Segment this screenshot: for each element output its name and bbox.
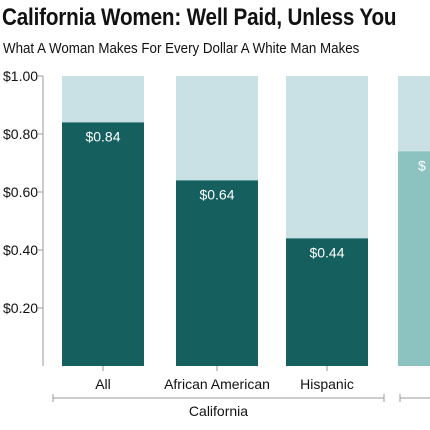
bar: [62, 122, 144, 367]
y-tick-label: $1.00: [3, 68, 38, 84]
x-tick-label: African American: [164, 376, 270, 392]
y-tick-label: $0.60: [3, 184, 38, 200]
group-label: California: [189, 403, 248, 419]
bar-value-label: $0.64: [199, 186, 234, 202]
x-tick-label: Hispanic: [300, 376, 354, 392]
bar: [398, 151, 430, 366]
bar-value-label: $: [418, 157, 426, 173]
chart-title: California Women: Well Paid, Unless You: [2, 4, 397, 31]
chart-subtitle: What A Woman Makes For Every Dollar A Wh…: [3, 41, 360, 57]
y-tick-label: $0.20: [3, 300, 38, 316]
x-tick-label: All: [95, 376, 111, 392]
y-tick-label: $0.40: [3, 242, 38, 258]
y-tick-label: $0.80: [3, 126, 38, 142]
bar: [286, 238, 368, 366]
bar-value-label: $0.44: [309, 244, 344, 260]
bar: [176, 180, 258, 366]
bar-value-label: $0.84: [85, 128, 120, 144]
